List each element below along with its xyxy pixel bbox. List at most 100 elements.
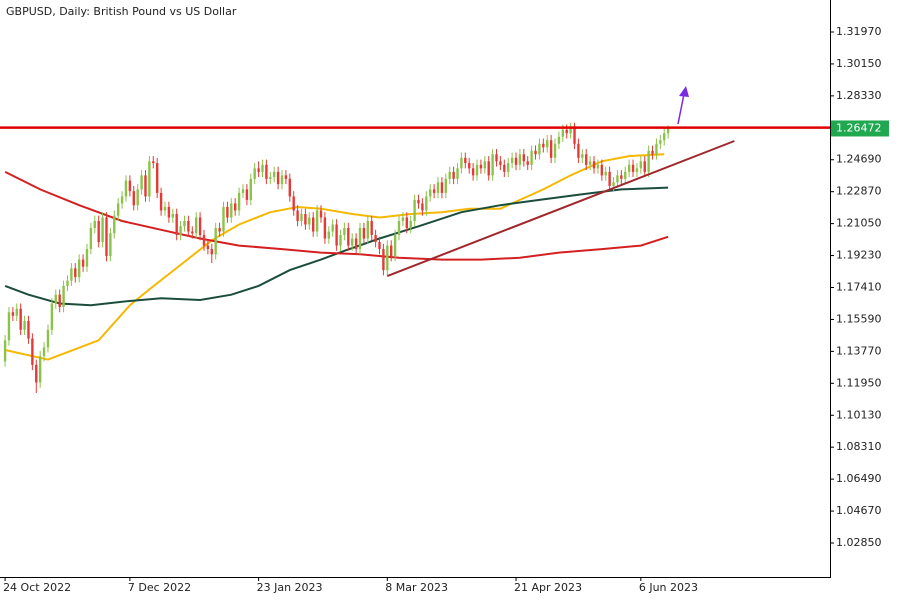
candle-body [128, 180, 132, 192]
candle-body [167, 206, 171, 218]
candle-body [265, 164, 268, 179]
candle-body [397, 220, 401, 236]
candle-body [635, 168, 639, 172]
candle-body [663, 133, 666, 141]
arrow [677, 86, 689, 125]
candle-body [479, 164, 483, 169]
candle-body [503, 164, 506, 172]
candle-body [456, 168, 459, 179]
arrow-shaft [677, 93, 685, 125]
moving-average [4, 186, 669, 307]
candle-body [50, 303, 54, 330]
candle-body [23, 321, 26, 330]
candle-body [522, 154, 526, 162]
candle-body [464, 157, 467, 164]
candle-body [471, 168, 475, 176]
candle-body [300, 213, 303, 221]
candle-body [113, 215, 116, 234]
candle-body [604, 171, 607, 176]
candle-body [179, 226, 182, 236]
candle-body [308, 217, 311, 225]
candle-body [319, 210, 323, 218]
candle-body [393, 235, 397, 257]
candle-body [588, 161, 592, 165]
candle-body [210, 249, 213, 255]
candle-body [35, 364, 38, 383]
candle-body [495, 154, 498, 162]
y-tick-label: 1.04670 [836, 504, 882, 517]
candle-body [280, 175, 284, 185]
candle-body [249, 178, 252, 200]
candle-body [155, 163, 159, 193]
candle-body [152, 161, 155, 164]
candle-body [549, 140, 553, 158]
candle-body [620, 175, 623, 179]
y-tick-label: 1.11950 [836, 376, 882, 389]
candle-body [269, 177, 272, 179]
candle-body [382, 249, 385, 271]
candle-body [85, 249, 89, 267]
candle-body [58, 294, 61, 307]
candle-body [530, 150, 533, 165]
candle-body [335, 224, 338, 246]
candle-body [487, 161, 490, 176]
y-tick-label: 1.24690 [836, 153, 882, 166]
candle-body [553, 143, 557, 158]
candle-body [312, 217, 315, 232]
candle-body [374, 235, 377, 243]
y-tick-label: 1.02850 [836, 536, 882, 549]
candle-body [510, 157, 514, 164]
candle-body [241, 189, 245, 193]
candle-body [191, 231, 194, 234]
candle-body [557, 136, 561, 144]
candle-body [38, 356, 42, 383]
candle-body [639, 161, 643, 169]
candle-body [651, 150, 654, 155]
y-tick-label: 1.21050 [836, 217, 882, 230]
candle-body [272, 171, 276, 178]
candle-body [175, 213, 178, 236]
candle-body [468, 163, 471, 169]
trendline [386, 140, 735, 278]
x-tick-label: 24 Oct 2022 [3, 581, 71, 594]
candle-body [351, 238, 354, 246]
candle-body [358, 228, 362, 250]
candle-body [518, 154, 522, 165]
candle-body [323, 217, 327, 239]
candle-body [206, 245, 210, 250]
candle-body [452, 171, 455, 179]
candle-body [659, 140, 662, 144]
x-tick-label: 21 Apr 2023 [514, 581, 582, 594]
candle-body [187, 220, 190, 232]
candle-body [429, 189, 432, 197]
candle-body [436, 182, 440, 193]
candle-body [354, 238, 358, 250]
candle-body [596, 164, 600, 169]
candle-body [425, 196, 428, 211]
candle-body [257, 168, 260, 172]
candle-body [417, 199, 420, 204]
candle-body [432, 189, 436, 193]
y-tick-label: 1.22870 [836, 185, 882, 198]
chart-title: GBPUSD, Daily: British Pound vs US Dolla… [6, 5, 237, 18]
moving-average [4, 153, 665, 361]
candle-body [304, 213, 307, 225]
candle-body [62, 285, 65, 307]
current-price-box [831, 120, 889, 137]
candle-body [288, 178, 291, 197]
candle-body [624, 171, 627, 179]
candle-body [93, 220, 96, 229]
candle-body [475, 164, 479, 176]
candle-body [386, 245, 389, 271]
candle-body [573, 126, 576, 144]
candle-body [144, 175, 147, 197]
candle-body [448, 171, 451, 179]
candle-body [405, 217, 409, 229]
candle-body [401, 217, 405, 221]
candle-body [81, 259, 85, 267]
candle-body [11, 312, 15, 316]
candle-body [15, 308, 18, 316]
candle-body [89, 228, 93, 250]
axes: 1.31970 1.30150 1.28330 1.24690 1.22870 1.210… [3, 25, 889, 594]
